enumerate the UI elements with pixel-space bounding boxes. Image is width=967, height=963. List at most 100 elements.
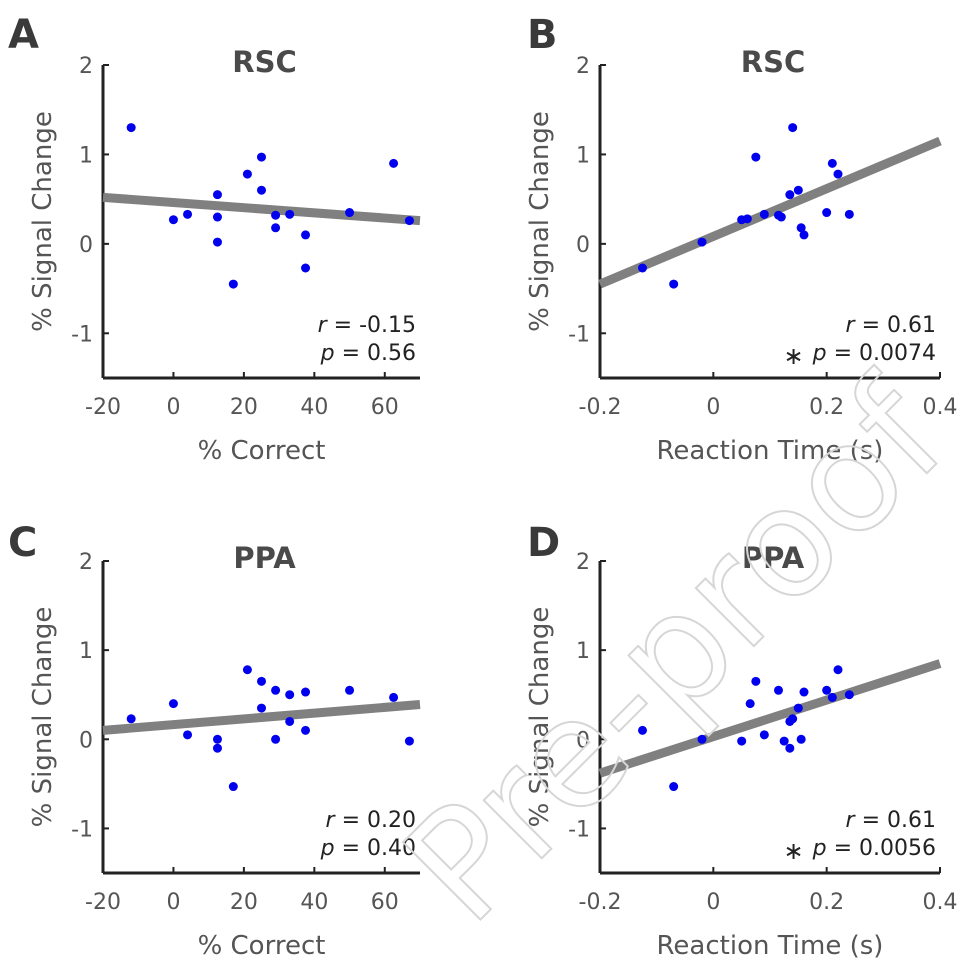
data-point bbox=[822, 685, 832, 695]
data-point bbox=[168, 215, 178, 225]
data-point bbox=[257, 676, 266, 686]
r-value: = 0.61 bbox=[855, 808, 936, 833]
chart-title: PPA bbox=[742, 541, 805, 575]
significance-star: ∗ bbox=[784, 342, 804, 370]
y-axis-label: % Signal Change bbox=[28, 607, 58, 828]
data-point bbox=[844, 209, 854, 219]
x-tick-label: 0 bbox=[706, 890, 720, 915]
data-point bbox=[271, 685, 281, 695]
data-point bbox=[844, 690, 854, 700]
x-axis-label: % Correct bbox=[198, 436, 326, 466]
x-tick-label: 0 bbox=[166, 890, 180, 915]
data-point bbox=[785, 743, 795, 753]
panel-letter: B bbox=[527, 12, 558, 58]
data-point bbox=[301, 725, 311, 735]
p-symbol: p bbox=[812, 341, 827, 366]
data-point bbox=[271, 210, 281, 220]
data-point bbox=[776, 212, 786, 222]
data-point bbox=[183, 730, 193, 740]
data-point bbox=[742, 214, 752, 224]
r-statistic: r = 0.61 bbox=[846, 313, 936, 338]
x-tick-label: -20 bbox=[85, 890, 121, 915]
x-tick-label: 60 bbox=[371, 890, 399, 915]
r-symbol: r bbox=[318, 313, 329, 338]
y-tick-label: 1 bbox=[79, 639, 93, 664]
data-point bbox=[788, 123, 798, 133]
data-point bbox=[257, 152, 266, 162]
y-tick-label: -1 bbox=[568, 322, 590, 347]
y-tick-label: 1 bbox=[79, 143, 93, 168]
panel-c: C PPA -1 0 1 2 -20 0 20 40 60 % Correct % Signal Cha… bbox=[8, 520, 421, 961]
data-point bbox=[301, 230, 311, 240]
data-point bbox=[126, 123, 136, 133]
x-axis-label: Reaction Time (s) bbox=[657, 436, 884, 466]
data-point bbox=[669, 279, 679, 289]
p-statistic: p = 0.56 bbox=[320, 341, 416, 366]
y-tick-label: -1 bbox=[71, 817, 93, 842]
data-point bbox=[793, 185, 803, 195]
panel-a: A RSC -1 0 1 2 -20 0 20 40 60 % Correct % Signal Cha… bbox=[8, 12, 421, 466]
data-point bbox=[271, 734, 281, 744]
data-point bbox=[799, 687, 809, 697]
r-symbol: r bbox=[846, 808, 857, 833]
data-point bbox=[827, 158, 837, 168]
data-point bbox=[796, 223, 806, 233]
x-tick-label: -0.2 bbox=[579, 890, 622, 915]
significance-star: ∗ bbox=[784, 837, 804, 865]
y-axis-label: % Signal Change bbox=[525, 111, 555, 332]
r-statistic: r = -0.15 bbox=[318, 313, 416, 338]
data-point bbox=[827, 692, 837, 702]
data-point bbox=[404, 736, 414, 746]
x-tick-label: -0.2 bbox=[579, 395, 622, 420]
x-tick-label: 0.4 bbox=[923, 395, 958, 420]
panels: A RSC -1 0 1 2 -20 0 20 40 60 % Correct % Signal Cha… bbox=[8, 12, 958, 961]
data-point bbox=[796, 734, 806, 744]
data-point bbox=[404, 216, 414, 226]
data-point bbox=[301, 263, 311, 273]
x-tick-label: 0.4 bbox=[923, 890, 958, 915]
data-point bbox=[737, 736, 747, 746]
y-tick-label: -1 bbox=[568, 817, 590, 842]
panel-letter: A bbox=[8, 12, 39, 58]
data-point bbox=[126, 714, 136, 724]
x-tick-label: 40 bbox=[300, 890, 328, 915]
data-point bbox=[212, 743, 222, 753]
p-statistic: p = 0.0074 bbox=[812, 341, 936, 366]
data-point bbox=[242, 169, 252, 179]
x-tick-label: 20 bbox=[230, 890, 258, 915]
data-point bbox=[759, 730, 769, 740]
data-point bbox=[774, 685, 783, 695]
data-point bbox=[788, 714, 798, 724]
data-point bbox=[759, 209, 769, 219]
x-axis-label: Reaction Time (s) bbox=[657, 931, 884, 961]
data-point bbox=[271, 223, 281, 233]
data-point bbox=[822, 208, 832, 218]
panel-letter: C bbox=[8, 520, 37, 566]
p-symbol: p bbox=[812, 836, 827, 861]
data-point bbox=[345, 208, 355, 218]
regression-line bbox=[102, 192, 421, 226]
y-tick-label: 2 bbox=[79, 54, 93, 79]
x-tick-label: 0.2 bbox=[809, 890, 844, 915]
chart-title: RSC bbox=[232, 45, 297, 79]
data-point bbox=[833, 665, 843, 675]
data-point bbox=[669, 782, 679, 792]
p-statistic: p = 0.0056 bbox=[812, 836, 936, 861]
data-point bbox=[285, 690, 295, 700]
p-value: = 0.56 bbox=[335, 341, 416, 366]
data-point bbox=[833, 169, 843, 179]
data-point bbox=[257, 703, 266, 713]
data-point bbox=[751, 676, 761, 686]
y-tick-label: 1 bbox=[576, 143, 590, 168]
x-tick-label: 40 bbox=[300, 395, 328, 420]
y-tick-label: 1 bbox=[576, 639, 590, 664]
data-point bbox=[168, 699, 178, 709]
r-value: = 0.20 bbox=[335, 808, 416, 833]
data-point bbox=[285, 716, 295, 726]
y-tick-label: -1 bbox=[71, 322, 93, 347]
data-point bbox=[638, 725, 647, 735]
p-symbol: p bbox=[320, 836, 335, 861]
p-symbol: p bbox=[320, 341, 335, 366]
data-point bbox=[745, 699, 755, 709]
